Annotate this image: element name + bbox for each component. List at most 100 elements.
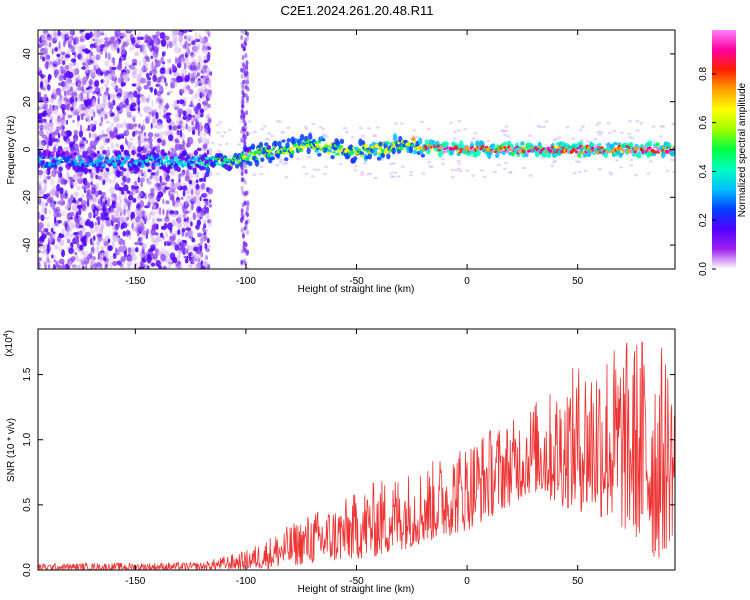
noise-speckle <box>92 100 97 107</box>
signal-halo <box>124 150 130 155</box>
noise-speckle <box>240 216 244 222</box>
noise-speckle <box>55 261 59 266</box>
noise-speckle <box>91 33 94 37</box>
noise-speckle <box>244 242 248 248</box>
noise-speckle <box>132 131 136 137</box>
noise-speckle <box>156 223 159 230</box>
noise-speckle <box>105 262 109 268</box>
noise-speckle <box>195 179 199 184</box>
snr-y-multiplier: (x104) <box>3 330 15 357</box>
noise-speckle <box>181 68 188 77</box>
noise-speckle <box>200 260 203 266</box>
noise-speckle <box>503 133 508 136</box>
noise-speckle <box>55 206 60 214</box>
noise-speckle <box>157 95 163 100</box>
noise-speckle <box>151 111 155 118</box>
noise-speckle <box>89 189 95 197</box>
noise-speckle <box>174 190 178 195</box>
noise-speckle <box>121 181 126 186</box>
noise-speckle <box>174 42 178 47</box>
noise-speckle <box>109 36 115 45</box>
noise-speckle <box>152 239 156 243</box>
noise-speckle <box>154 64 158 69</box>
noise-speckle <box>95 245 100 250</box>
noise-speckle <box>207 112 211 121</box>
signal-halo <box>578 140 583 147</box>
noise-speckle <box>74 36 79 45</box>
signal-halo <box>386 153 391 160</box>
noise-speckle <box>75 77 80 82</box>
colorbar-ticks: 0.00.20.40.60.8 <box>698 67 716 276</box>
noise-speckle <box>72 174 76 180</box>
signal-core <box>154 164 158 167</box>
noise-speckle <box>440 162 445 165</box>
noise-speckle <box>196 262 200 269</box>
noise-speckle <box>186 187 190 195</box>
noise-speckle <box>222 131 227 134</box>
noise-speckle <box>45 54 50 60</box>
noise-speckle <box>310 175 315 178</box>
noise-speckle <box>187 125 192 132</box>
noise-speckle <box>96 204 102 209</box>
noise-speckle <box>169 210 175 215</box>
signal-core <box>145 158 149 163</box>
noise-speckle <box>672 170 675 174</box>
noise-speckle <box>56 183 61 192</box>
noise-speckle <box>181 53 185 58</box>
noise-speckle <box>119 198 122 205</box>
noise-speckle <box>430 165 434 169</box>
noise-speckle <box>90 247 97 254</box>
noise-speckle <box>45 105 49 114</box>
noise-speckle <box>97 102 102 109</box>
noise-speckle <box>49 104 53 113</box>
signal-core <box>291 150 295 155</box>
noise-speckle <box>321 127 326 131</box>
noise-speckle <box>106 146 110 154</box>
noise-speckle <box>39 37 43 44</box>
noise-speckle <box>245 110 249 116</box>
noise-speckle <box>81 200 88 206</box>
noise-speckle <box>199 127 203 134</box>
noise-speckle <box>155 148 161 153</box>
noise-speckle <box>43 186 47 193</box>
colorbar-tick-label: 0.0 <box>698 262 709 276</box>
noise-speckle <box>124 75 130 82</box>
noise-speckle <box>195 196 200 200</box>
noise-speckle <box>104 252 108 258</box>
noise-speckle <box>194 263 198 269</box>
noise-speckle <box>115 30 121 38</box>
noise-speckle <box>126 190 131 194</box>
noise-speckle <box>68 37 72 45</box>
noise-speckle <box>82 241 87 247</box>
noise-speckle <box>203 105 209 111</box>
noise-speckle <box>48 196 54 203</box>
noise-speckle <box>54 60 58 64</box>
noise-speckle <box>182 57 185 62</box>
noise-speckle <box>120 32 125 37</box>
noise-speckle <box>181 227 186 233</box>
noise-speckle <box>150 262 156 267</box>
noise-speckle <box>98 39 101 48</box>
noise-speckle <box>127 202 131 211</box>
signal-halo <box>339 138 345 145</box>
signal-halo <box>372 148 378 157</box>
noise-speckle <box>53 254 56 259</box>
noise-speckle <box>46 222 51 229</box>
noise-speckle <box>85 93 91 100</box>
noise-speckle <box>82 80 87 86</box>
noise-speckle <box>244 224 248 230</box>
noise-speckle <box>53 105 59 111</box>
noise-speckle <box>128 234 132 241</box>
noise-speckle <box>161 139 166 147</box>
noise-speckle <box>43 227 45 232</box>
noise-speckle <box>63 73 67 81</box>
noise-speckle <box>353 169 358 172</box>
noise-speckle <box>64 90 67 97</box>
noise-speckle <box>196 147 202 152</box>
noise-speckle <box>80 33 86 41</box>
noise-speckle <box>120 244 126 252</box>
signal-halo <box>285 142 290 149</box>
noise-speckle <box>126 177 131 184</box>
noise-speckle <box>550 164 555 167</box>
noise-speckle <box>77 171 83 177</box>
